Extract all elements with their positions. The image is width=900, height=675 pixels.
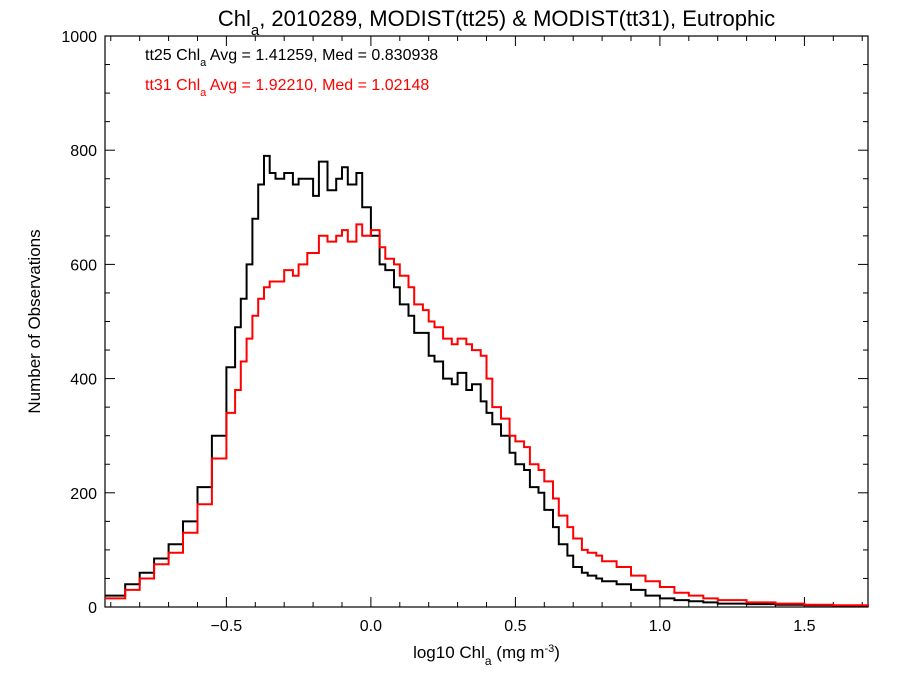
y-axis-ticks: 0 200 400 600 800 1000 <box>61 29 868 617</box>
y-tick-label: 600 <box>70 257 97 274</box>
y-axis-label: Number of Observations <box>25 229 44 413</box>
series-line-tt25 <box>105 154 869 607</box>
title-subscript: a <box>251 22 260 39</box>
plot-frame <box>104 35 869 608</box>
y-axis-label-text: Number of Observations <box>25 229 44 413</box>
chart-title: Chla, 2010289, MODIST(tt25) & MODIST(tt3… <box>218 6 775 39</box>
xlabel-main: log10 Chl <box>413 643 485 662</box>
y-tick-label: 0 <box>88 600 97 617</box>
legend-subscript: a <box>200 87 207 99</box>
chart-title-text: Chla, 2010289, MODIST(tt25) & MODIST(tt3… <box>218 6 775 39</box>
y-tick-label: 200 <box>70 486 97 503</box>
xlabel-rest: (mg m <box>492 643 545 662</box>
title-main: Chl <box>218 6 251 31</box>
series-layer <box>105 154 869 607</box>
xlabel-end: ) <box>554 643 560 662</box>
y-tick-label: 400 <box>70 372 97 389</box>
legend-pre: tt25 Chl <box>145 47 200 64</box>
x-axis-ticks: −0.5 0.0 0.5 1.0 1.5 <box>110 36 863 635</box>
series-line-tt31 <box>105 223 869 607</box>
x-tick-label: 1.5 <box>793 618 815 635</box>
x-tick-label: 0.5 <box>504 618 526 635</box>
xlabel-superscript: -3 <box>544 643 554 655</box>
xlabel-subscript: a <box>485 654 492 668</box>
y-tick-label: 1000 <box>61 29 97 46</box>
legend-post: Avg = 1.41259, Med = 0.830938 <box>206 47 438 64</box>
x-tick-label: 0.0 <box>360 618 382 635</box>
legend-post: Avg = 1.92210, Med = 1.02148 <box>206 77 429 94</box>
x-tick-label: 1.0 <box>649 618 671 635</box>
legend-pre: tt31 Chl <box>145 77 200 94</box>
legend-entry-tt25: tt25 Chla Avg = 1.41259, Med = 0.830938 <box>145 47 438 69</box>
legend-subscript: a <box>200 57 207 69</box>
x-axis-label-text: log10 Chla (mg m-3) <box>413 643 560 668</box>
y-tick-label: 800 <box>70 143 97 160</box>
title-rest: , 2010289, MODIST(tt25) & MODIST(tt31), … <box>259 6 775 31</box>
x-axis-label: log10 Chla (mg m-3) <box>413 643 560 668</box>
x-tick-label: −0.5 <box>211 618 243 635</box>
legend: tt25 Chla Avg = 1.41259, Med = 0.830938t… <box>145 47 438 99</box>
legend-entry-tt31: tt31 Chla Avg = 1.92210, Med = 1.02148 <box>145 77 429 99</box>
